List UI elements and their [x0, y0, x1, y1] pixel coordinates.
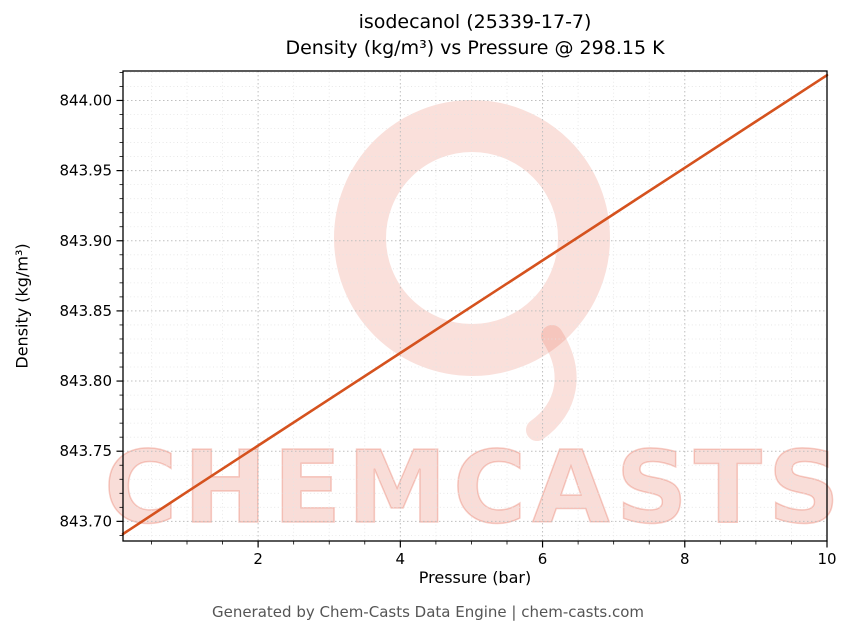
- x-tick-label: 10: [817, 550, 836, 568]
- data-line-density_vs_pressure: [121, 73, 829, 536]
- y-tick-label: 843.90: [60, 232, 113, 250]
- chart-title-line1: isodecanol (25339-17-7): [358, 11, 592, 33]
- y-tick-label: 843.80: [60, 372, 113, 390]
- watermark-ring-logo: [334, 100, 610, 376]
- y-tick-label: 844.00: [60, 91, 113, 109]
- y-tick-label: 843.75: [60, 442, 113, 460]
- x-tick-label: 8: [680, 550, 690, 568]
- x-tick-label: 6: [538, 550, 548, 568]
- chart-title-line2: Density (kg/m³) vs Pressure @ 298.15 K: [285, 37, 665, 59]
- y-tick-label: 843.95: [60, 162, 113, 180]
- watermark-ring-tail: [526, 325, 577, 441]
- x-axis-label: Pressure (bar): [418, 568, 532, 587]
- watermark-text: CHEMCASTS: [104, 429, 846, 546]
- y-tick-label: 843.85: [60, 302, 113, 320]
- y-axis-label: Density (kg/m³): [12, 243, 32, 369]
- x-tick-label: 2: [253, 550, 263, 568]
- footer-attribution: Generated by Chem-Casts Data Engine | ch…: [211, 603, 645, 621]
- plot-border: [122, 70, 828, 542]
- y-tick-label: 843.70: [60, 512, 113, 530]
- x-tick-label: 4: [396, 550, 406, 568]
